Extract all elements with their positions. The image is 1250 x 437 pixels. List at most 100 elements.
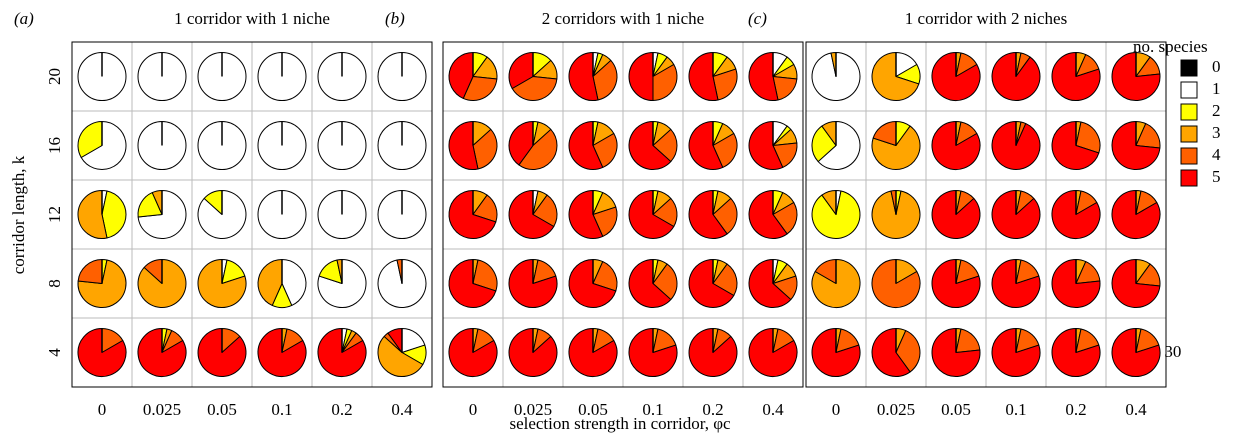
legend-label: 3 (1212, 123, 1221, 142)
x-tick-label: 0 (469, 400, 478, 419)
y-tick-label: 8 (45, 279, 64, 288)
pie-slice (1051, 190, 1101, 239)
pie-slice (652, 128, 678, 163)
pie-slice (991, 328, 1041, 377)
pie-slice (77, 328, 127, 377)
pie-slice (772, 202, 798, 235)
pie-slice (508, 52, 534, 89)
pie-slice (508, 190, 555, 239)
pie-slice (688, 121, 724, 170)
y-tick-label: 20 (45, 68, 64, 85)
panel-label: (b) (385, 9, 405, 28)
plot-frame (71, 41, 433, 388)
pie-slice (712, 68, 738, 101)
panel-title: 2 corridors with 1 niche (542, 9, 704, 28)
pie-slice (1051, 328, 1101, 377)
pie-slice (652, 64, 678, 101)
pie-slice (568, 328, 618, 377)
x-tick-label: 0.1 (271, 400, 292, 419)
pie-slice (80, 121, 127, 170)
pie-slice (931, 121, 981, 170)
pie-slice (1075, 121, 1101, 154)
panel-title: 1 corridor with 2 niches (905, 9, 1067, 28)
x-tick-label: 0.1 (642, 400, 663, 419)
x-tick-label: 0.05 (941, 400, 971, 419)
pie-slice (628, 328, 678, 377)
pie-slice (448, 52, 474, 99)
pie-slice (448, 328, 498, 377)
pie-slice (472, 259, 498, 292)
pie-slice (197, 259, 247, 308)
panel-label: (a) (14, 9, 34, 28)
pie-slice (628, 190, 675, 239)
pie-slice (257, 259, 283, 306)
legend-swatch (1180, 147, 1198, 165)
legend-swatch (1180, 169, 1198, 187)
legend-swatch (1180, 125, 1198, 143)
x-tick-label: 0.4 (391, 400, 413, 419)
x-tick-label: 0.025 (877, 400, 915, 419)
x-tick-label: 0 (832, 400, 841, 419)
x-tick-label: 0.025 (143, 400, 181, 419)
legend-label: 5 (1212, 167, 1221, 186)
pie-slice (688, 190, 728, 239)
plot-frame (442, 41, 804, 388)
x-tick-label: 0.05 (578, 400, 608, 419)
pie-slice (257, 328, 307, 377)
pie-slice (652, 263, 678, 301)
y-tick-label: 4 (45, 348, 64, 357)
pie-slice (101, 190, 127, 239)
pie-slice (712, 263, 738, 296)
legend-label: 0 (1212, 57, 1221, 76)
pie-slice (748, 190, 788, 239)
legend-swatch (1180, 103, 1198, 121)
pie-slice (592, 206, 618, 237)
y-tick-label: 12 (45, 206, 64, 223)
y-tick-label: 16 (45, 137, 64, 154)
pie-slice (568, 190, 604, 239)
pie-slice (462, 76, 498, 101)
pie-slice (592, 59, 618, 101)
pie-slice (871, 328, 911, 377)
pie-slice (508, 259, 558, 308)
legend-title: no. species (1133, 37, 1208, 56)
pie-slice (281, 259, 307, 306)
pie-slice (748, 121, 784, 170)
pie-slice (931, 52, 981, 101)
pie-slice (817, 121, 861, 170)
plot-frame (805, 41, 1167, 388)
pie-slice (811, 328, 861, 377)
panel-title: 1 corridor with 1 niche (174, 9, 330, 28)
pie-slice (1111, 328, 1161, 377)
pie-slice (568, 52, 599, 101)
x-tick-label: 0.2 (1065, 400, 1086, 419)
pie-slice (895, 330, 921, 373)
pie-slice (688, 52, 719, 101)
pie-slice (472, 128, 498, 170)
pie-slice (931, 259, 981, 308)
legend-label: 4 (1212, 145, 1221, 164)
x-tick-label: 0.4 (1125, 400, 1147, 419)
pie-slice (77, 259, 103, 284)
pie-slice (871, 125, 921, 170)
pie-slice (628, 259, 672, 308)
pie-slice (748, 259, 792, 308)
panel-label: (c) (748, 9, 767, 28)
pie-slice (628, 121, 672, 170)
legend-swatch (1180, 81, 1198, 99)
pie-slice (871, 259, 921, 308)
pie-slice (137, 328, 187, 377)
y-axis-label: corridor length, k (9, 155, 28, 274)
x-tick-label: 0.025 (514, 400, 552, 419)
x-tick-label: 0 (98, 400, 107, 419)
pie-slice (1051, 52, 1101, 101)
pie-slice (77, 121, 103, 158)
pie-slice (508, 121, 534, 166)
x-axis-label: selection strength in corridor, φc (509, 414, 731, 433)
legend-label: 2 (1212, 101, 1221, 120)
pie-slice (377, 335, 424, 377)
pie-slice (628, 52, 654, 101)
x-tick-label: 0.1 (1005, 400, 1026, 419)
pie-slice (532, 194, 558, 227)
